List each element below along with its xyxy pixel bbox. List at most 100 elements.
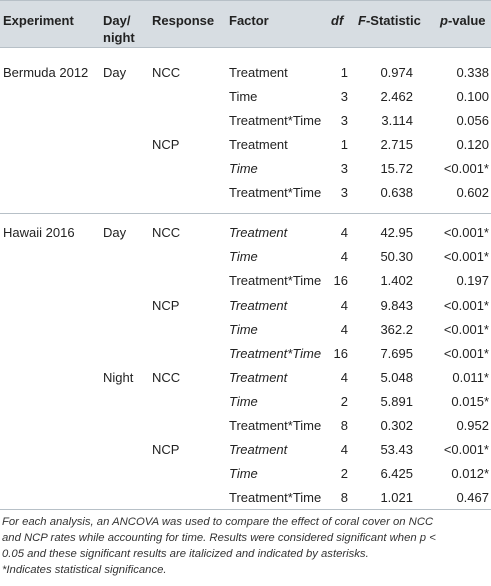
cell-f: 1.021	[380, 490, 413, 505]
cell-p: 0.952	[456, 418, 489, 433]
cell-f: 6.425	[380, 466, 413, 481]
cell-df: 3	[340, 89, 348, 104]
table-row: Treatment*Time 8 1.021 0.467	[0, 485, 491, 509]
cell-df: 4	[340, 249, 348, 264]
cell-factor: Treatment	[229, 442, 288, 457]
cell-f: 0.638	[380, 185, 413, 200]
cell-daynight: Night	[103, 370, 134, 385]
cell-p: 0.602	[456, 185, 489, 200]
cell-factor: Time	[229, 466, 258, 481]
cell-df: 8	[340, 490, 348, 505]
table-bottom-rule	[0, 509, 491, 510]
cell-p: 0.197	[456, 273, 489, 288]
cell-response: NCC	[152, 65, 181, 80]
cell-f: 53.43	[380, 442, 413, 457]
cell-factor: Treatment*Time	[229, 490, 322, 505]
footnote-line-2: and NCP rates while accounting for time.…	[2, 532, 436, 544]
cell-factor: Treatment*Time	[229, 418, 322, 433]
cell-df: 16	[333, 273, 348, 288]
cell-f: 1.402	[380, 273, 413, 288]
header-df: df	[331, 13, 344, 28]
cell-p: <0.001*	[443, 161, 489, 176]
cell-df: 4	[340, 370, 348, 385]
table-row: Time 2 6.425 0.012*	[0, 461, 491, 485]
cell-factor: Treatment	[229, 298, 288, 313]
cell-p: 0.338	[456, 65, 489, 80]
cell-f: 50.30	[380, 249, 413, 264]
cell-p: 0.012*	[451, 466, 489, 481]
footnote-line-1: For each analysis, an ANCOVA was used to…	[2, 516, 434, 528]
cell-factor: Treatment	[229, 370, 288, 385]
table-row: Time 4 362.2 <0.001*	[0, 317, 491, 341]
cell-f: 2.715	[380, 137, 413, 152]
table-row: Treatment*Time 8 0.302 0.952	[0, 413, 491, 437]
table-header: Experiment Day/ night Response Factor df…	[0, 0, 491, 48]
header-factor: Factor	[229, 13, 269, 28]
cell-p: 0.100	[456, 89, 489, 104]
cell-df: 2	[340, 394, 348, 409]
table-row: Night NCC Treatment 4 5.048 0.011*	[0, 365, 491, 389]
cell-df: 4	[340, 322, 348, 337]
section-divider	[0, 213, 491, 214]
cell-df: 3	[340, 185, 348, 200]
cell-daynight: Day	[103, 225, 127, 240]
cell-factor: Time	[229, 161, 258, 176]
cell-experiment: Hawaii 2016	[3, 225, 75, 240]
table-row: Time 4 50.30 <0.001*	[0, 244, 491, 268]
cell-f: 2.462	[380, 89, 413, 104]
table-footnote: For each analysis, an ANCOVA was used to…	[2, 514, 488, 578]
cell-df: 4	[340, 225, 348, 240]
header-day-night-line1: Day/	[103, 13, 131, 28]
cell-p: 0.120	[456, 137, 489, 152]
cell-p: 0.015*	[451, 394, 489, 409]
table-row: NCP Treatment 4 9.843 <0.001*	[0, 293, 491, 317]
cell-experiment: Bermuda 2012	[3, 65, 89, 80]
cell-p: <0.001*	[443, 249, 489, 264]
cell-p: <0.001*	[443, 322, 489, 337]
header-day-night-line2: night	[103, 30, 135, 45]
cell-f: 5.048	[380, 370, 413, 385]
cell-p: <0.001*	[443, 442, 489, 457]
table-row: NCP Treatment 4 53.43 <0.001*	[0, 437, 491, 461]
cell-df: 4	[340, 442, 348, 457]
footnote-line-4: *Indicates statistical significance.	[2, 564, 167, 576]
table-row: Hawaii 2016 Day NCC Treatment 4 42.95 <0.001*	[0, 220, 491, 244]
table-row: Time 3 15.72 <0.001*	[0, 156, 491, 180]
cell-factor: Treatment	[229, 225, 288, 240]
cell-df: 1	[340, 137, 348, 152]
table-row: Treatment*Time 16 1.402 0.197	[0, 268, 491, 292]
cell-df: 3	[340, 113, 348, 128]
cell-p: <0.001*	[443, 346, 489, 361]
cell-p: 0.467	[456, 490, 489, 505]
cell-df: 8	[340, 418, 348, 433]
table-row: Treatment*Time 3 3.114 0.056	[0, 108, 491, 132]
cell-response: NCC	[152, 225, 181, 240]
cell-df: 16	[333, 346, 348, 361]
cell-p: 0.011*	[452, 370, 489, 385]
cell-response: NCP	[152, 298, 180, 313]
cell-f: 9.843	[380, 298, 413, 313]
cell-df: 1	[340, 65, 348, 80]
cell-factor: Treatment*Time	[229, 346, 322, 361]
footnote-line-3: 0.05 and these significant results are i…	[2, 548, 369, 560]
cell-p: <0.001*	[443, 225, 489, 240]
cell-factor: Treatment	[229, 137, 288, 152]
cell-f: 7.695	[380, 346, 413, 361]
cell-df: 2	[340, 466, 348, 481]
cell-response: NCP	[152, 442, 180, 457]
header-f-statistic: F-Statistic	[358, 13, 421, 28]
cell-factor: Treatment*Time	[229, 273, 322, 288]
cell-response: NCC	[152, 370, 181, 385]
table-row: Time 3 2.462 0.100	[0, 84, 491, 108]
cell-f: 0.974	[380, 65, 413, 80]
cell-factor: Time	[229, 89, 258, 104]
cell-response: NCP	[152, 137, 180, 152]
cell-factor: Treatment	[229, 65, 288, 80]
cell-factor: Treatment*Time	[229, 113, 322, 128]
cell-daynight: Day	[103, 65, 127, 80]
table-row: Treatment*Time 3 0.638 0.602	[0, 180, 491, 204]
cell-f: 362.2	[380, 322, 413, 337]
table-row: NCP Treatment 1 2.715 0.120	[0, 132, 491, 156]
table-row: Time 2 5.891 0.015*	[0, 389, 491, 413]
